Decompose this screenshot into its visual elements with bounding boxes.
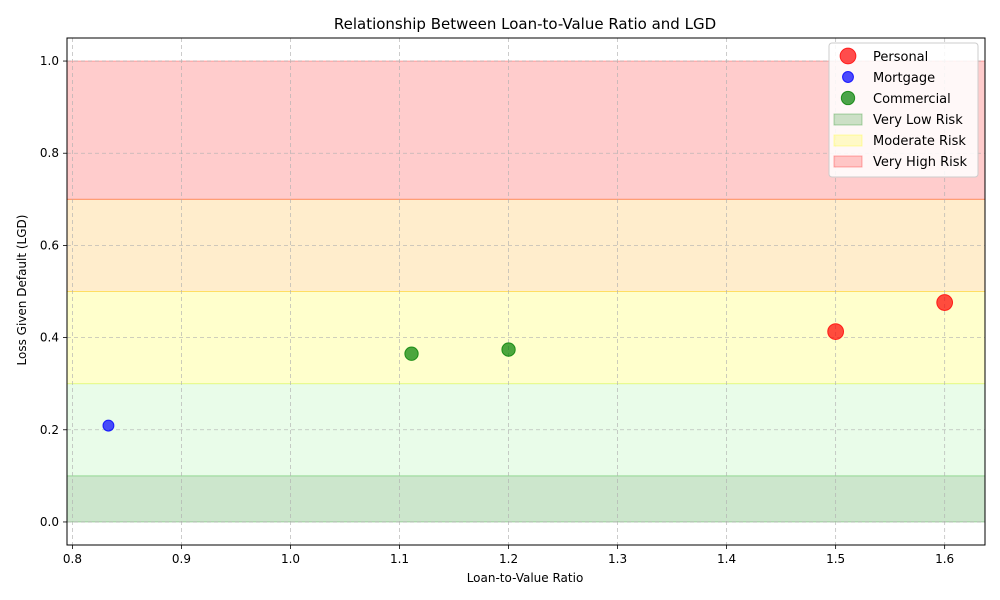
legend-label: Very Low Risk — [873, 113, 963, 128]
legend-marker — [839, 47, 857, 65]
legend-label: Commercial — [873, 92, 951, 107]
legend-patch — [833, 155, 863, 168]
y-tick-label: 0.0 — [40, 515, 59, 529]
legend-label: Personal — [873, 50, 928, 65]
legend-entry-band-4: Very High Risk — [833, 155, 967, 170]
legend-label: Very High Risk — [873, 155, 967, 170]
point-commercial-0 — [404, 346, 419, 361]
legend-patch — [833, 113, 863, 126]
legend-entry-personal: Personal — [839, 47, 928, 65]
point-mortgage-0 — [102, 419, 115, 432]
x-tick-label: 1.6 — [935, 552, 954, 566]
data-points — [102, 294, 954, 432]
legend-marker — [840, 90, 856, 106]
legend-box — [828, 42, 979, 178]
y-tick-label: 0.8 — [40, 146, 59, 160]
point-commercial-1 — [501, 342, 516, 357]
x-axis-label: Loan-to-Value Ratio — [467, 571, 584, 585]
y-tick-label: 0.6 — [40, 238, 59, 252]
plot-frame — [66, 37, 986, 546]
legend-label: Moderate Risk — [873, 134, 966, 149]
x-tick-label: 0.9 — [172, 552, 191, 566]
point-personal-0 — [827, 323, 845, 340]
legend: Personal Mortgage Commercial Very Low Risk M… — [828, 42, 979, 178]
legend-entry-band-0: Very Low Risk — [833, 113, 963, 128]
x-tick-label: 0.8 — [63, 552, 82, 566]
x-tick-label: 1.1 — [390, 552, 409, 566]
point-personal-1 — [936, 294, 954, 311]
x-tick-label: 1.0 — [281, 552, 300, 566]
x-tick-label: 1.5 — [826, 552, 845, 566]
legend-marker — [842, 71, 854, 83]
x-tick-label: 1.3 — [608, 552, 627, 566]
y-axis-label: Loss Given Default (LGD) — [15, 215, 29, 366]
legend-label: Mortgage — [873, 71, 935, 86]
chart-title: Relationship Between Loan-to-Value Ratio… — [334, 15, 716, 33]
y-tick-label: 0.2 — [40, 423, 59, 437]
x-tick-label: 1.2 — [499, 552, 518, 566]
legend-entry-mortgage: Mortgage — [842, 71, 935, 86]
y-tick-label: 1.0 — [40, 54, 59, 68]
y-tick-label: 0.4 — [40, 331, 59, 345]
legend-patch — [833, 134, 863, 147]
axis-ticks: 0.8 0.9 1.0 1.1 1.2 1.3 1.4 1.5 1.6 0.0 0.2 0.4 0.6 0… — [40, 54, 954, 566]
x-tick-label: 1.4 — [717, 552, 736, 566]
legend-entry-commercial: Commercial — [840, 90, 951, 107]
legend-entry-band-2: Moderate Risk — [833, 134, 966, 149]
risk-band-0 — [66, 475, 986, 523]
